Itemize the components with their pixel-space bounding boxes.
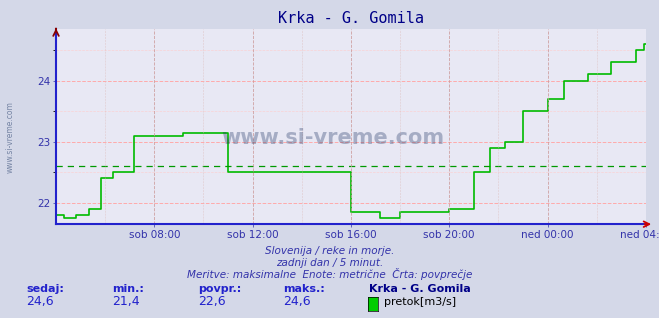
- Text: 22,6: 22,6: [198, 295, 225, 308]
- Text: www.si-vreme.com: www.si-vreme.com: [5, 101, 14, 173]
- Text: povpr.:: povpr.:: [198, 284, 241, 294]
- Text: zadnji dan / 5 minut.: zadnji dan / 5 minut.: [276, 258, 383, 268]
- Text: www.si-vreme.com: www.si-vreme.com: [221, 128, 444, 148]
- Text: pretok[m3/s]: pretok[m3/s]: [384, 297, 455, 307]
- Text: 21,4: 21,4: [112, 295, 140, 308]
- Text: Krka - G. Gomila: Krka - G. Gomila: [369, 284, 471, 294]
- Text: sedaj:: sedaj:: [26, 284, 64, 294]
- Text: 24,6: 24,6: [26, 295, 54, 308]
- Title: Krka - G. Gomila: Krka - G. Gomila: [278, 11, 424, 26]
- Text: 24,6: 24,6: [283, 295, 311, 308]
- Text: min.:: min.:: [112, 284, 144, 294]
- Text: Slovenija / reke in morje.: Slovenija / reke in morje.: [265, 246, 394, 256]
- Text: maks.:: maks.:: [283, 284, 325, 294]
- Text: Meritve: maksimalne  Enote: metrične  Črta: povprečje: Meritve: maksimalne Enote: metrične Črta…: [186, 268, 473, 280]
